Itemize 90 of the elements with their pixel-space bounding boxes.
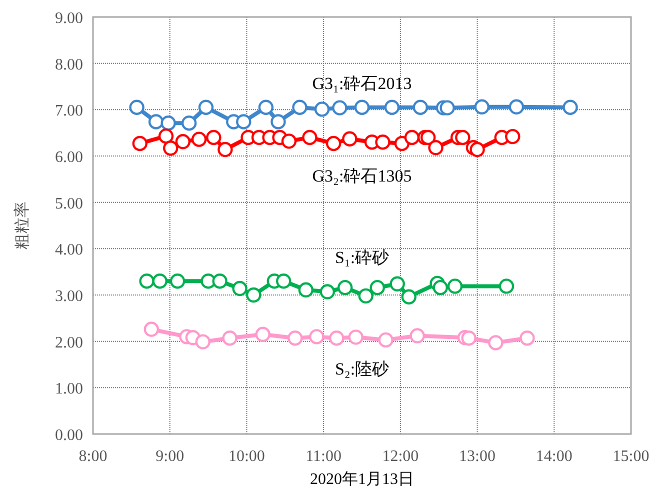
y-tick-label: 0.00 — [55, 427, 83, 444]
point — [370, 280, 385, 296]
series-label: S₁:砕砂 — [334, 248, 390, 268]
point — [212, 274, 228, 289]
y-tick-label: 9.00 — [55, 10, 83, 27]
y-tick-label: 7.00 — [55, 102, 83, 120]
point — [314, 102, 330, 117]
point — [198, 100, 214, 115]
point — [132, 136, 148, 152]
x-tick-label: 10:00 — [228, 448, 265, 465]
point — [508, 99, 524, 114]
point — [337, 280, 353, 296]
point — [232, 280, 248, 296]
point — [358, 288, 374, 304]
point — [148, 114, 164, 130]
point — [329, 330, 344, 346]
point — [222, 330, 238, 346]
point — [461, 330, 476, 346]
y-tick-label: 6.00 — [55, 149, 83, 166]
point — [276, 274, 292, 289]
point — [447, 278, 463, 294]
point — [432, 280, 448, 296]
point — [428, 140, 444, 156]
point — [384, 100, 400, 115]
point — [218, 142, 233, 158]
point — [144, 322, 160, 337]
point — [195, 334, 211, 350]
x-tick-label: 14:00 — [536, 448, 572, 465]
point — [404, 130, 420, 146]
x-tick-label: 13:00 — [459, 448, 496, 465]
y-tick-label: 8.00 — [55, 56, 83, 74]
series-label: S₂:陸砂 — [334, 360, 390, 379]
point — [292, 100, 308, 115]
point — [258, 100, 274, 115]
y-tick-label: 3.00 — [55, 288, 83, 305]
point — [498, 278, 514, 294]
point — [139, 274, 154, 289]
point — [562, 100, 578, 115]
point — [246, 287, 262, 303]
point — [163, 140, 178, 156]
point — [410, 328, 425, 344]
y-axis-title: 粗粒率 — [13, 202, 31, 250]
point — [158, 128, 174, 144]
x-axis-title: 2020年1月13日 — [310, 471, 414, 488]
y-tick-label: 5.00 — [55, 195, 83, 212]
point — [326, 136, 342, 152]
point — [348, 330, 364, 345]
x-tick-label: 8:00 — [78, 448, 108, 465]
point — [474, 99, 490, 114]
point — [309, 329, 324, 344]
x-tick-label: 12:00 — [382, 448, 419, 465]
point — [191, 132, 207, 147]
point — [342, 131, 358, 146]
point — [255, 326, 270, 342]
point — [152, 274, 168, 289]
point — [129, 100, 144, 115]
point — [412, 100, 428, 115]
point — [288, 330, 303, 346]
point — [206, 130, 222, 146]
point — [470, 142, 485, 158]
point — [175, 134, 191, 150]
point — [298, 282, 314, 298]
point — [488, 335, 504, 350]
x-tick-label: 15:00 — [612, 448, 650, 465]
x-tick-label: 11:00 — [306, 448, 342, 465]
point — [455, 130, 470, 146]
point — [270, 114, 286, 130]
point — [160, 116, 176, 131]
point — [375, 134, 390, 150]
y-tick-label: 1.00 — [55, 380, 83, 398]
point — [378, 332, 394, 348]
point — [354, 100, 370, 115]
point — [236, 114, 252, 130]
y-tick-label: 2.00 — [55, 334, 83, 352]
point — [181, 116, 197, 131]
y-tick-label: 4.00 — [55, 242, 83, 259]
point — [281, 134, 297, 149]
point — [332, 100, 348, 116]
point — [302, 130, 318, 146]
point — [420, 130, 436, 146]
point — [520, 330, 535, 346]
x-tick-label: 9:00 — [156, 448, 184, 465]
point — [505, 128, 520, 144]
point — [170, 274, 186, 289]
point — [440, 100, 455, 116]
point — [320, 284, 336, 300]
series-label: G3₂:砕石1305 — [312, 166, 412, 186]
series-label: G3₁:砕石2013 — [312, 74, 412, 93]
point — [401, 289, 416, 304]
point — [390, 276, 405, 292]
